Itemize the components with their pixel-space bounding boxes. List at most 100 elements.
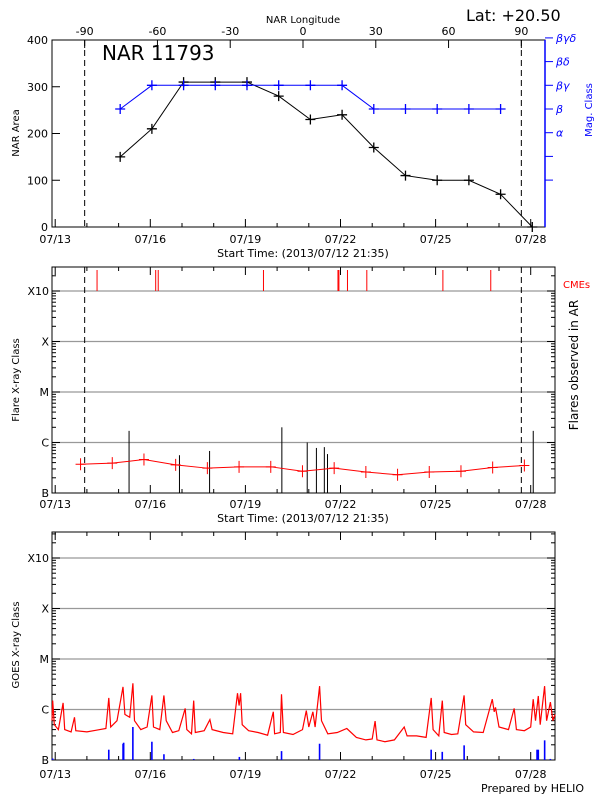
nar-area-point	[146, 123, 157, 134]
x-tick-label: 07/25	[420, 233, 452, 246]
mag-class-point	[432, 104, 443, 114]
longitude-tick-label: -30	[221, 25, 239, 38]
flare-background-point	[455, 465, 466, 478]
mag-class-point	[210, 80, 221, 91]
mag-tick-label: βγ	[555, 79, 570, 92]
flare-background-point	[424, 466, 435, 479]
footer-credit: Prepared by HELIO	[481, 782, 584, 795]
x-tick-label: 07/22	[325, 498, 357, 511]
x-tick-label: 07/19	[230, 233, 262, 246]
x-tick-label: 07/28	[515, 768, 547, 781]
nar-area-point	[368, 142, 379, 153]
nar-area-point	[305, 114, 316, 125]
panel3-ylabel: GOES X-ray Class	[11, 601, 22, 688]
panel3-frame	[51, 531, 556, 761]
y-tick-label: 200	[27, 128, 48, 141]
flare-background-point	[138, 453, 149, 466]
y-tick-label: X	[41, 603, 49, 616]
nar-area-point	[495, 189, 506, 200]
flare-background-point	[234, 460, 245, 473]
flare-background-point	[202, 462, 213, 475]
flare-background-point	[392, 468, 403, 481]
longitude-tick-label: 30	[369, 25, 383, 38]
top-axis-label: NAR Longitude	[266, 15, 340, 26]
x-tick-label: 07/19	[230, 768, 262, 781]
panel2-frame	[51, 266, 556, 494]
y-tick-label: X	[41, 336, 49, 349]
x-tick-label: 07/28	[515, 498, 547, 511]
latitude-label: Lat: +20.50	[466, 6, 561, 25]
y-tick-label: C	[41, 704, 49, 717]
x-tick-label: 07/16	[134, 498, 166, 511]
nar-area-point	[432, 175, 443, 186]
y-tick-label: M	[40, 386, 50, 399]
y-tick-label: 300	[27, 81, 48, 94]
flare-background-point	[75, 458, 86, 471]
nar-area-point	[400, 170, 411, 181]
nar-area-line	[119, 81, 533, 228]
longitude-tick-label: 0	[300, 25, 307, 38]
x-tick-label: 07/22	[325, 768, 357, 781]
longitude-tick-label: -90	[76, 25, 94, 38]
nar-area-point	[463, 175, 474, 186]
nar-area-point	[337, 109, 348, 120]
mag-tick-label: βδ	[555, 56, 570, 69]
mag-class-point	[146, 80, 157, 91]
y-tick-label: X10	[27, 285, 49, 298]
mag-class-point	[273, 80, 284, 91]
mag-class-point	[178, 80, 189, 91]
panel1-y2label: Mag. Class	[584, 83, 595, 137]
nar-area-point	[273, 91, 284, 102]
mag-class-point	[241, 80, 252, 91]
x-tick-label: 07/16	[134, 768, 166, 781]
longitude-tick-label: 90	[514, 25, 528, 38]
mag-class-point	[337, 80, 348, 91]
mag-class-point	[400, 104, 411, 114]
flare-background-point	[265, 460, 276, 473]
x-tick-label: 07/28	[515, 233, 547, 246]
y-tick-label: B	[41, 754, 49, 767]
mag-class-point	[495, 104, 506, 114]
goes-flux-line	[51, 683, 556, 743]
panel1-ylabel: NAR Area	[11, 109, 22, 156]
mag-tick-label: α	[556, 127, 564, 140]
panel1-frame	[51, 39, 546, 228]
nar-area-point	[527, 222, 538, 232]
flare-background-point	[297, 465, 308, 478]
y-tick-label: B	[41, 487, 49, 500]
flare-background-point	[107, 457, 118, 470]
flare-background-point	[329, 462, 340, 475]
flare-background-point	[519, 459, 530, 472]
cme-label: CMEs	[563, 280, 590, 291]
x-tick-label: 07/25	[420, 498, 452, 511]
flare-background-point	[360, 466, 371, 479]
mag-class-point	[115, 104, 126, 114]
x-tick-label: 07/13	[39, 768, 71, 781]
mag-class-point	[463, 104, 474, 114]
nar-area-point	[115, 151, 126, 162]
x-tick-label: 07/13	[39, 233, 71, 246]
flare-background-point	[170, 458, 181, 471]
y-tick-label: 100	[27, 174, 48, 187]
nar-title: NAR 11793	[102, 41, 215, 65]
y-tick-label: X10	[27, 552, 49, 565]
panel2-xlabel: Start Time: (2013/07/12 21:35)	[217, 512, 389, 525]
longitude-tick-label: -60	[148, 25, 166, 38]
mag-tick-label: βγδ	[555, 32, 577, 45]
mag-class-point	[368, 104, 379, 114]
mag-class-point	[305, 80, 316, 91]
x-tick-label: 07/16	[134, 233, 166, 246]
panel1-xlabel: Start Time: (2013/07/12 21:35)	[217, 247, 389, 260]
x-tick-label: 07/19	[230, 498, 262, 511]
x-tick-label: 07/22	[325, 233, 357, 246]
y-tick-label: C	[41, 437, 49, 450]
y-tick-label: 400	[27, 34, 48, 47]
x-tick-label: 07/25	[420, 768, 452, 781]
panel2-y2label: Flares observed in AR	[567, 300, 581, 430]
longitude-tick-label: 60	[442, 25, 456, 38]
y-tick-label: 0	[41, 221, 48, 234]
mag-tick-label: β	[555, 103, 563, 116]
y-tick-label: M	[40, 653, 50, 666]
